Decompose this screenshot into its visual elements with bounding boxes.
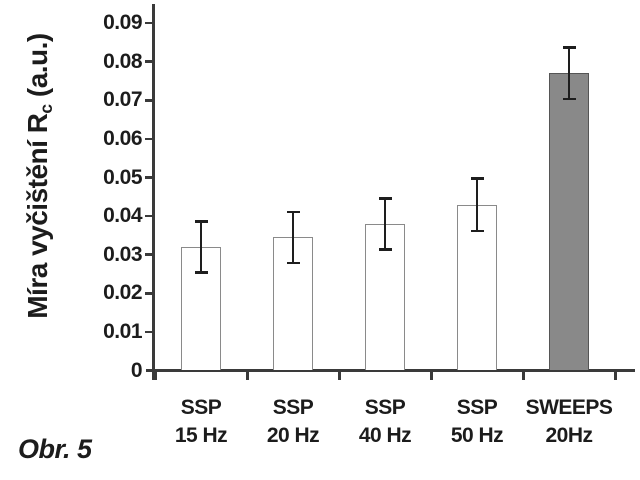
y-axis-title: Míra vyčištění Rc (a.u.) xyxy=(22,33,56,319)
x-tick xyxy=(613,371,617,380)
x-axis-line xyxy=(146,369,635,372)
error-bar-cap xyxy=(470,177,484,180)
x-tick-label-line: 20Hz xyxy=(545,424,593,447)
y-tick xyxy=(145,137,154,141)
y-tick xyxy=(145,214,154,218)
x-tick-label-line: SSP xyxy=(272,396,314,419)
y-axis-line xyxy=(152,4,155,380)
error-bar-ssp-50-hz xyxy=(475,178,479,231)
y-tick xyxy=(145,176,154,179)
y-tick-label: 0.06 xyxy=(103,126,142,150)
x-tick-label-line: SWEEPS xyxy=(525,396,613,419)
error-bar-sweeps-20hz xyxy=(567,47,571,100)
x-tick-label-line: SSP xyxy=(456,396,498,419)
error-bar-cap xyxy=(378,197,392,200)
y-axis-title-subscript: c xyxy=(35,104,56,114)
bar-ssp-50-hz xyxy=(457,204,497,371)
x-tick-label-line: 40 Hz xyxy=(358,424,412,447)
x-tick-label-line: 20 Hz xyxy=(266,424,320,447)
error-bar-cap xyxy=(562,46,576,49)
error-bar-cap xyxy=(562,97,576,101)
y-tick xyxy=(145,330,154,334)
error-bar-ssp-40-hz xyxy=(383,198,387,250)
bar-sweeps-20hz xyxy=(549,73,589,371)
error-bar-cap xyxy=(286,210,300,214)
x-tick xyxy=(337,371,341,380)
bar-ssp-15-hz xyxy=(181,246,221,371)
y-tick-label: 0.03 xyxy=(103,242,142,266)
x-tick xyxy=(429,371,433,380)
y-tick-label: 0.04 xyxy=(103,204,142,228)
x-tick-label-line: 15 Hz xyxy=(174,424,228,447)
y-tick xyxy=(145,253,154,256)
x-tick xyxy=(245,371,249,380)
y-tick-label: 0 xyxy=(130,358,143,382)
figure-caption: Obr. 5 xyxy=(18,434,92,464)
x-tick-label-sweeps-20hz: SWEEPS 20Hz xyxy=(517,394,621,450)
y-tick-label: 0.05 xyxy=(103,165,142,189)
error-bar-cap xyxy=(378,248,392,251)
x-tick-label-line: SSP xyxy=(180,396,222,419)
error-bar-cap xyxy=(286,261,300,265)
x-tick xyxy=(521,371,525,380)
y-tick xyxy=(145,292,154,295)
error-bar-cap xyxy=(194,271,208,274)
error-bar-ssp-15-hz xyxy=(199,221,203,273)
y-tick xyxy=(145,99,154,102)
y-tick xyxy=(145,60,154,63)
x-tick-label-ssp-50-hz: SSP 50 Hz xyxy=(425,394,529,450)
y-tick-label: 0.08 xyxy=(103,49,142,73)
y-tick-label: 0.07 xyxy=(103,88,142,112)
y-tick-label: 0.02 xyxy=(103,281,142,305)
y-axis-title-suffix: (a.u.) xyxy=(22,33,53,105)
x-tick-label-line: SSP xyxy=(364,396,406,419)
y-tick-label: 0.01 xyxy=(103,319,142,343)
x-tick xyxy=(153,371,157,380)
x-tick-label-ssp-40-hz: SSP 40 Hz xyxy=(333,394,437,450)
x-tick-label-ssp-20-hz: SSP 20 Hz xyxy=(241,394,345,450)
y-tick xyxy=(145,21,154,25)
x-tick-label-line: 50 Hz xyxy=(450,424,504,447)
x-tick-label-ssp-15-hz: SSP 15 Hz xyxy=(149,394,253,450)
error-bar-ssp-20-hz xyxy=(291,211,295,263)
error-bar-cap xyxy=(470,229,484,233)
error-bar-cap xyxy=(194,220,208,223)
y-axis-title-main: Míra vyčištění R xyxy=(22,113,53,319)
y-tick-label: 0.09 xyxy=(103,11,142,35)
